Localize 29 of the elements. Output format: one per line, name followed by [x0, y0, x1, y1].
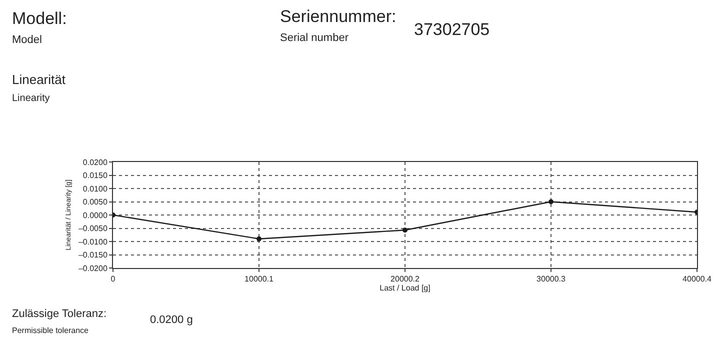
- text: Linearity: [12, 93, 50, 104]
- y-tick-label: 0.0000: [82, 210, 108, 220]
- point: [548, 199, 554, 204]
- y-tick-label: –0.0150: [78, 250, 108, 260]
- y-tick-label: –0.0050: [78, 224, 108, 234]
- text: 37302705: [414, 20, 490, 39]
- text: Model: [12, 34, 42, 46]
- line-series: [113, 199, 697, 242]
- y-tick-label: 0.0100: [82, 184, 108, 194]
- text: Seriennummer:: [280, 7, 396, 26]
- text: Serial number: [280, 32, 349, 44]
- y-tick-label: –0.0100: [78, 237, 108, 246]
- text: Zulässige Toleranz:: [12, 308, 107, 320]
- point: [402, 228, 408, 233]
- x-tick-label: 0: [110, 274, 116, 284]
- x-tick-label: 10000.1: [244, 274, 274, 284]
- x-tick-label: 30000.3: [536, 274, 566, 284]
- y-tick-label: 0.0200: [82, 158, 108, 167]
- text: 0.0200 g: [150, 314, 193, 326]
- point: [256, 236, 262, 242]
- text: Permissible tolerance: [12, 326, 90, 335]
- y-tick-label: –0.0200: [78, 264, 108, 273]
- y-tick-label: 0.0150: [82, 171, 108, 180]
- text: Modell:: [12, 9, 67, 28]
- x-tick-label: 40000.4: [682, 274, 712, 284]
- chart-title: Linearität: [12, 72, 66, 87]
- x-tick-label: 20000.2: [390, 274, 420, 284]
- x-axis-title: Last / Load [g]: [380, 284, 430, 293]
- y-tick-label: 0.0050: [82, 198, 108, 207]
